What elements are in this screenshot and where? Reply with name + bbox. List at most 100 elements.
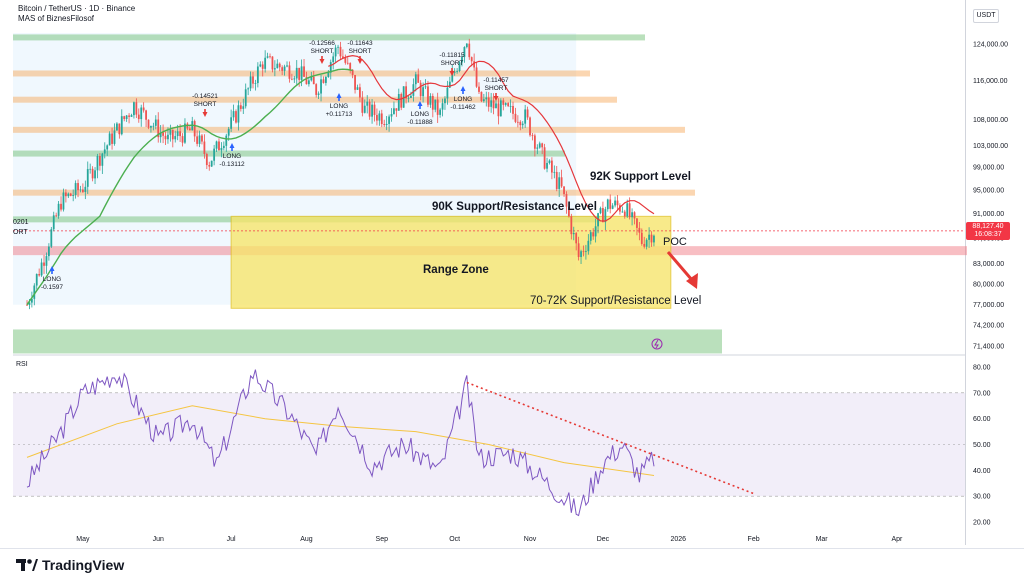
price-axis[interactable] xyxy=(965,0,1024,545)
candle-body xyxy=(293,78,296,80)
candle-body xyxy=(461,57,463,63)
candle-body xyxy=(485,97,488,100)
price-tick-label: 91,000.00 xyxy=(973,211,1004,218)
candle-body xyxy=(38,274,41,276)
candle-body xyxy=(616,200,619,206)
signal-long: LONG-0.11888 xyxy=(407,101,433,126)
candle-body xyxy=(30,298,33,303)
candle-body xyxy=(184,123,186,143)
candle-body xyxy=(276,63,279,69)
candle-body xyxy=(558,177,561,189)
candle-body xyxy=(619,205,621,212)
signal-long: LONG-0.11462 xyxy=(450,86,476,111)
candle-body xyxy=(300,66,303,80)
candle-body xyxy=(339,46,342,57)
time-tick-label: Dec xyxy=(597,536,610,543)
arrow-up-icon xyxy=(229,143,235,151)
candle-body xyxy=(57,203,60,216)
candle-body xyxy=(111,133,113,144)
level-band-green xyxy=(13,34,645,41)
candle-body xyxy=(577,243,580,258)
candle-body xyxy=(368,101,371,117)
candle-body xyxy=(116,123,118,131)
candle-body xyxy=(572,233,575,235)
time-tick-label: Sep xyxy=(376,536,389,543)
candle-body xyxy=(106,145,109,150)
candle-body xyxy=(478,86,480,92)
candle-body xyxy=(120,116,123,135)
signal-side: LONG xyxy=(330,103,348,110)
candle-body xyxy=(154,119,157,126)
candle-body xyxy=(414,74,417,85)
candle-body xyxy=(203,141,206,154)
lightning-icon[interactable] xyxy=(651,338,663,350)
candle-body xyxy=(288,65,291,79)
left-cut-label-bottom: ORT xyxy=(13,229,28,236)
candle-body xyxy=(295,67,298,79)
candle-body xyxy=(366,101,369,106)
candle-body xyxy=(334,47,337,57)
candle-body xyxy=(26,304,28,306)
candle-body xyxy=(405,86,407,99)
candle-body xyxy=(205,153,208,166)
signal-value: -0.14521 xyxy=(192,93,218,100)
candle-body xyxy=(91,168,94,179)
candle-body xyxy=(332,56,335,63)
candle-body xyxy=(633,212,636,219)
price-tick-label: 103,000.00 xyxy=(973,143,1008,150)
candle-body xyxy=(86,169,89,187)
tradingview-logo[interactable]: TradingView xyxy=(16,557,124,573)
signal-value: -0.1597 xyxy=(41,284,63,291)
candle-body xyxy=(62,192,65,210)
signal-long: LONG-0.1597 xyxy=(41,266,63,291)
time-tick-label: Nov xyxy=(524,536,537,543)
candle-body xyxy=(108,133,111,146)
candle-body xyxy=(429,95,432,105)
candle-body xyxy=(135,102,138,115)
candle-body xyxy=(103,149,106,154)
candle-body xyxy=(563,186,565,195)
signal-value: +0.11713 xyxy=(326,111,353,118)
candle-body xyxy=(101,153,104,166)
candle-body xyxy=(317,93,320,95)
candle-body xyxy=(536,147,539,149)
candle-body xyxy=(40,262,43,276)
arrow-down-icon xyxy=(202,109,208,117)
level-band-green xyxy=(13,150,565,157)
candle-body xyxy=(589,232,592,241)
candle-body xyxy=(538,143,541,148)
candle-body xyxy=(456,70,459,72)
candle-body xyxy=(465,43,468,48)
candle-body xyxy=(50,229,53,247)
candle-body xyxy=(487,97,490,107)
candle-body xyxy=(28,302,31,305)
tradingview-logo-icon xyxy=(16,559,38,571)
candle-body xyxy=(225,135,228,146)
candle-body xyxy=(254,83,257,84)
price-tick-label: 80,000.00 xyxy=(973,281,1004,288)
signal-side: LONG xyxy=(223,153,241,160)
candle-body xyxy=(354,74,356,90)
candle-body xyxy=(621,211,624,213)
candle-body xyxy=(64,192,67,197)
candle-body xyxy=(327,72,330,77)
candle-body xyxy=(502,100,505,105)
candle-body xyxy=(242,106,245,109)
candle-body xyxy=(553,171,556,173)
candle-body xyxy=(259,64,262,67)
candle-body xyxy=(524,109,527,124)
candle-body xyxy=(84,186,87,192)
currency-selector[interactable]: USDT xyxy=(973,9,999,23)
time-tick-label: Jun xyxy=(153,536,164,543)
candle-body xyxy=(305,76,308,85)
price-chart[interactable]: LONG-0.1597-0.14521SHORTLONG-0.13112-0.1… xyxy=(0,0,1024,545)
candle-body xyxy=(208,165,211,167)
candle-body xyxy=(439,109,442,115)
candle-body xyxy=(444,98,446,104)
candle-body xyxy=(378,113,381,121)
candle-body xyxy=(363,105,366,113)
candle-body xyxy=(516,121,519,123)
signal-side: SHORT xyxy=(349,48,372,55)
price-tick-label: 108,000.00 xyxy=(973,117,1008,124)
